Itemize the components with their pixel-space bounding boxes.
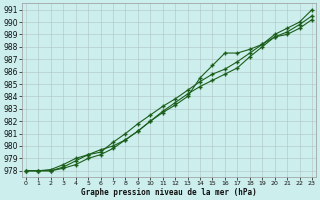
X-axis label: Graphe pression niveau de la mer (hPa): Graphe pression niveau de la mer (hPa) xyxy=(81,188,257,197)
